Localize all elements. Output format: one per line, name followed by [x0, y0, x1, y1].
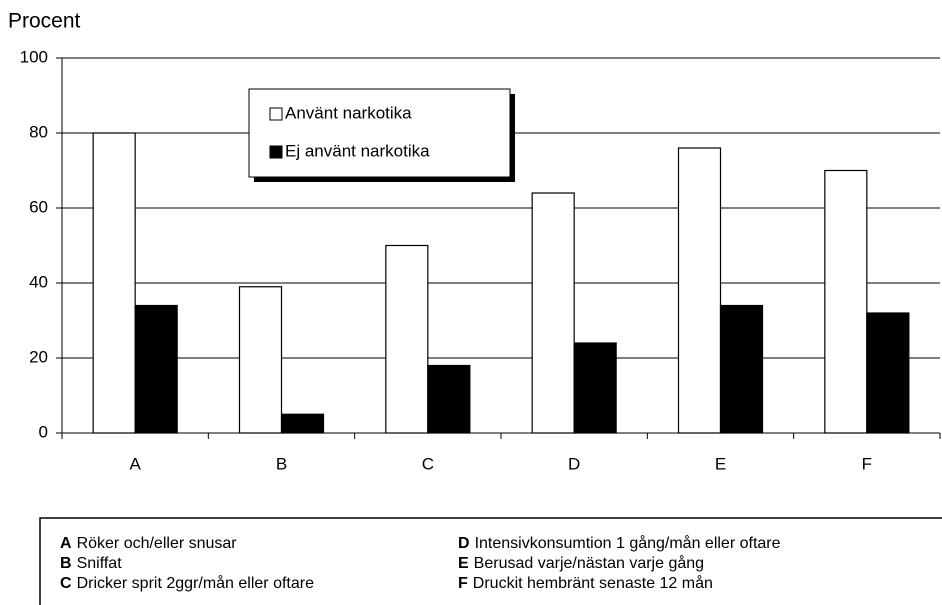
y-axis-label: Procent: [8, 10, 81, 33]
legend-label: Ej använt narkotika: [285, 141, 430, 160]
key-box: [39, 517, 942, 605]
key-text: Berusad varje/nästan varje gång: [474, 554, 704, 572]
legend: Använt narkotika Ej använt narkotika: [248, 88, 515, 182]
x-tick-label: C: [422, 454, 434, 473]
x-tick-label: D: [568, 454, 580, 473]
key-letter: C: [60, 575, 72, 592]
legend-box: [248, 88, 511, 178]
x-tick-label: A: [129, 454, 141, 473]
y-tick-label: 100: [20, 47, 48, 66]
bar: [531, 192, 575, 434]
bar: [824, 169, 868, 434]
key-text: Dricker sprit 2ggr/mån eller oftare: [77, 574, 315, 592]
key-entry: B Sniffat: [60, 555, 122, 572]
key-entry: C Dricker sprit 2ggr/mån eller oftare: [60, 574, 314, 592]
y-tick-label: 80: [29, 122, 48, 141]
bar: [134, 304, 178, 434]
bar: [719, 304, 764, 434]
key-entry: A Röker och/eller snusar: [60, 535, 237, 552]
bar: [866, 312, 910, 434]
y-tick-label: 0: [39, 422, 48, 441]
key-letter: E: [458, 555, 469, 572]
legend-swatch: [269, 107, 283, 121]
key-letter: A: [60, 535, 72, 552]
x-tick-label: F: [862, 454, 872, 473]
x-tick-label: E: [715, 454, 726, 473]
bar: [92, 132, 136, 434]
key-text: Intensivkonsumtion 1 gång/mån eller ofta…: [475, 534, 781, 552]
key-letter: D: [458, 535, 470, 552]
y-tick-label: 20: [29, 347, 48, 366]
bar: [573, 342, 617, 434]
key-entry: E Berusad varje/nästan varje gång: [458, 554, 704, 572]
bar: [677, 147, 722, 434]
bar: [238, 286, 283, 434]
key-text: Druckit hembränt senaste 12 mån: [473, 574, 713, 592]
key-text: Röker och/eller snusar: [77, 535, 238, 552]
legend-swatch: [269, 145, 283, 159]
key-letter: F: [458, 575, 468, 592]
legend-label: Använt narkotika: [285, 103, 412, 122]
y-tick-label: 60: [29, 197, 48, 216]
key-entry: D Intensivkonsumtion 1 gång/mån eller oft…: [458, 534, 781, 552]
x-tick-label: B: [276, 454, 287, 473]
y-tick-label: 40: [29, 272, 48, 291]
key-entry: F Druckit hembränt senaste 12 mån: [458, 574, 713, 592]
bar: [427, 364, 471, 434]
key-letter: B: [60, 555, 72, 572]
bar: [385, 244, 429, 434]
bar: [280, 413, 325, 434]
key-text: Sniffat: [77, 555, 123, 572]
